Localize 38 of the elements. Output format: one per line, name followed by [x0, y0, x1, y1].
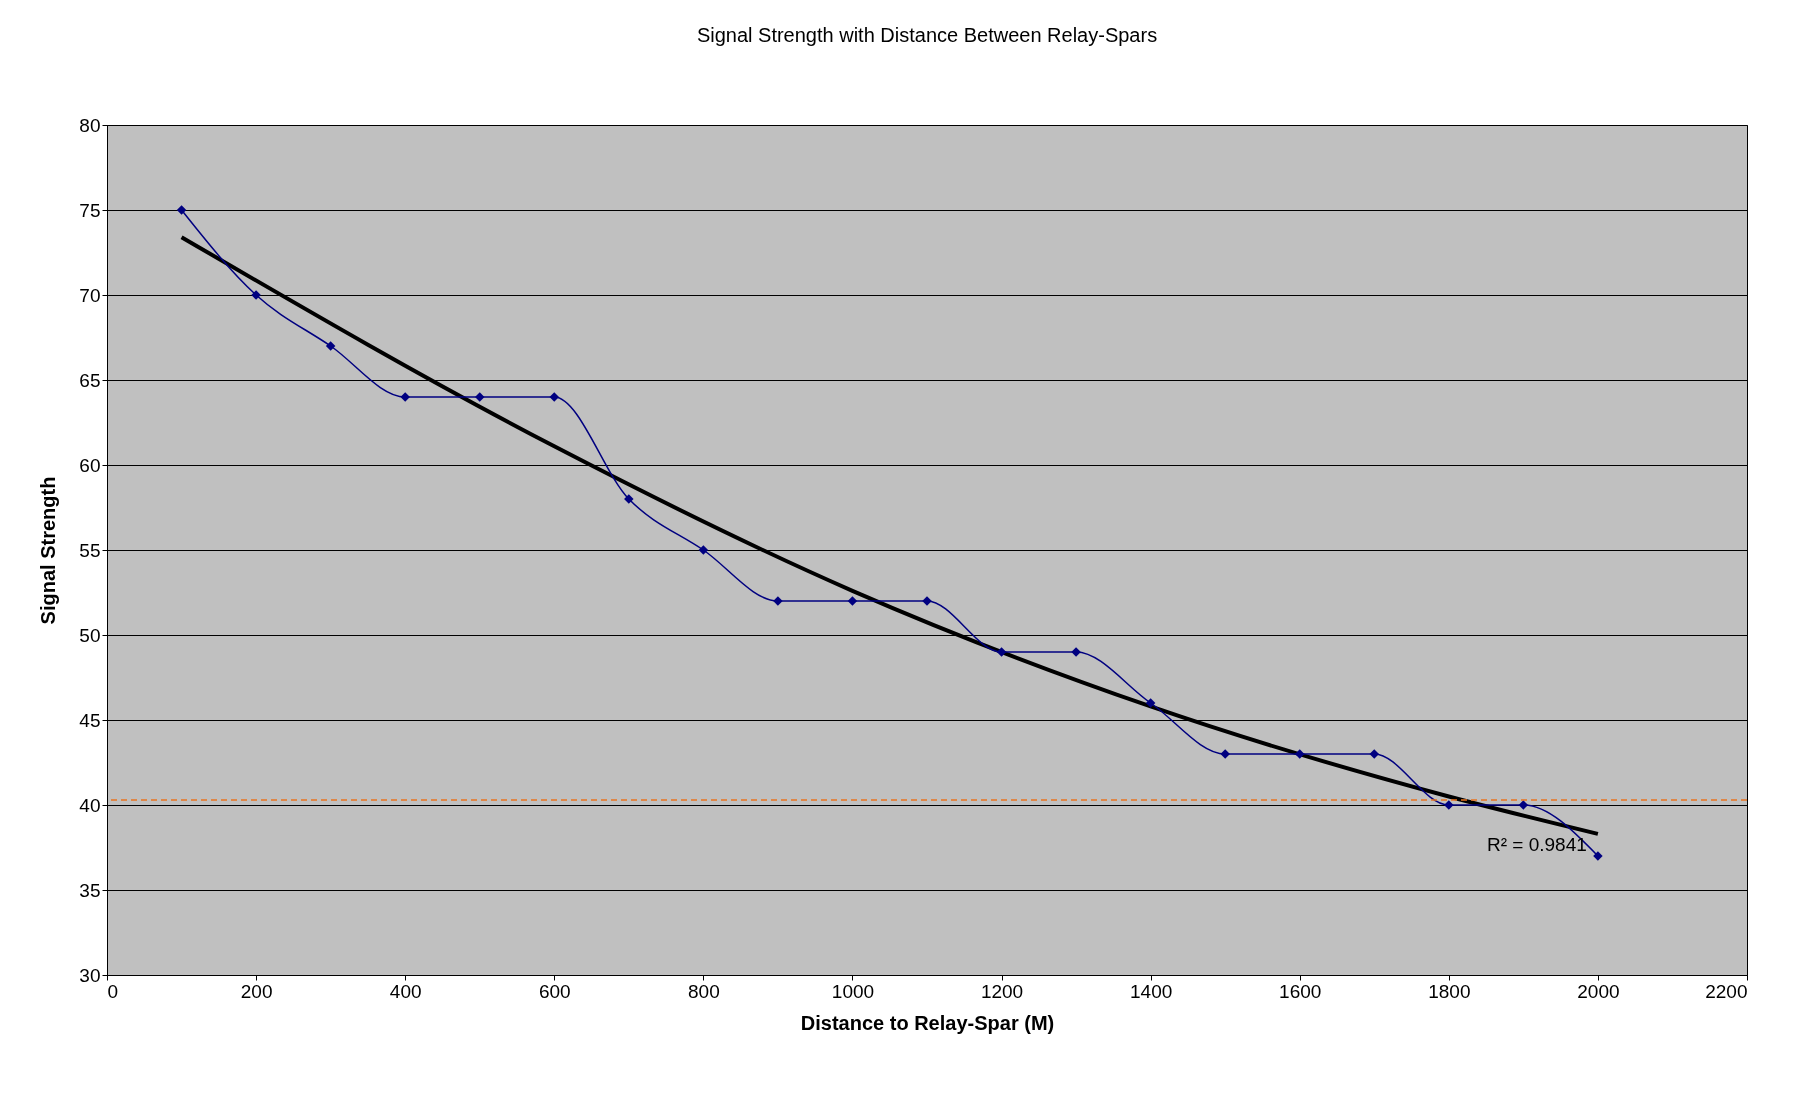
annotation: R² = 0.9841 [1487, 834, 1587, 855]
x-tick-label: 2200 [1705, 980, 1748, 1002]
point [847, 596, 858, 606]
point [549, 392, 560, 402]
y-tick-label: 35 [79, 879, 101, 901]
point [1518, 800, 1529, 810]
y-tick-label: 55 [79, 539, 101, 561]
point [1369, 749, 1380, 759]
x-tick-label: 1000 [831, 980, 875, 1002]
x-tick-label: 1600 [1279, 980, 1322, 1002]
x-axis-title: Distance to Relay-Spar (M) [800, 1011, 1055, 1034]
x-tick-label: 1200 [980, 980, 1024, 1002]
x-tick-label: 200 [240, 980, 273, 1002]
point [176, 205, 187, 215]
y-tick-label: 45 [79, 709, 101, 731]
y-tick-label: 80 [79, 114, 101, 136]
x-tick-label: 800 [688, 980, 720, 1002]
y-tick-label: 30 [79, 964, 101, 986]
point [1145, 698, 1156, 708]
y-tick-label: 40 [79, 794, 101, 816]
y-tick-label: 50 [79, 624, 101, 646]
y-tick-label: 65 [79, 369, 101, 391]
chart-title: Signal Strength with Distance Between Relay-Spars [696, 24, 1158, 46]
point [474, 392, 485, 402]
x-tick-label: 1400 [1130, 980, 1173, 1002]
x-tick-label: 400 [389, 980, 422, 1002]
point [1294, 749, 1305, 759]
point [996, 647, 1007, 657]
point [325, 341, 336, 351]
point [698, 545, 709, 555]
y-tick-label: 75 [79, 199, 101, 221]
y-axis-title: Signal Strength [37, 476, 60, 625]
x-tick-label: 0 [107, 980, 119, 1002]
x-tick-label: 2000 [1577, 980, 1620, 1002]
y-tick-label: 60 [79, 454, 101, 476]
x-tick-label: 600 [538, 980, 571, 1002]
y-tick-label: 70 [79, 284, 101, 306]
x-tick-label: 1800 [1428, 980, 1471, 1002]
